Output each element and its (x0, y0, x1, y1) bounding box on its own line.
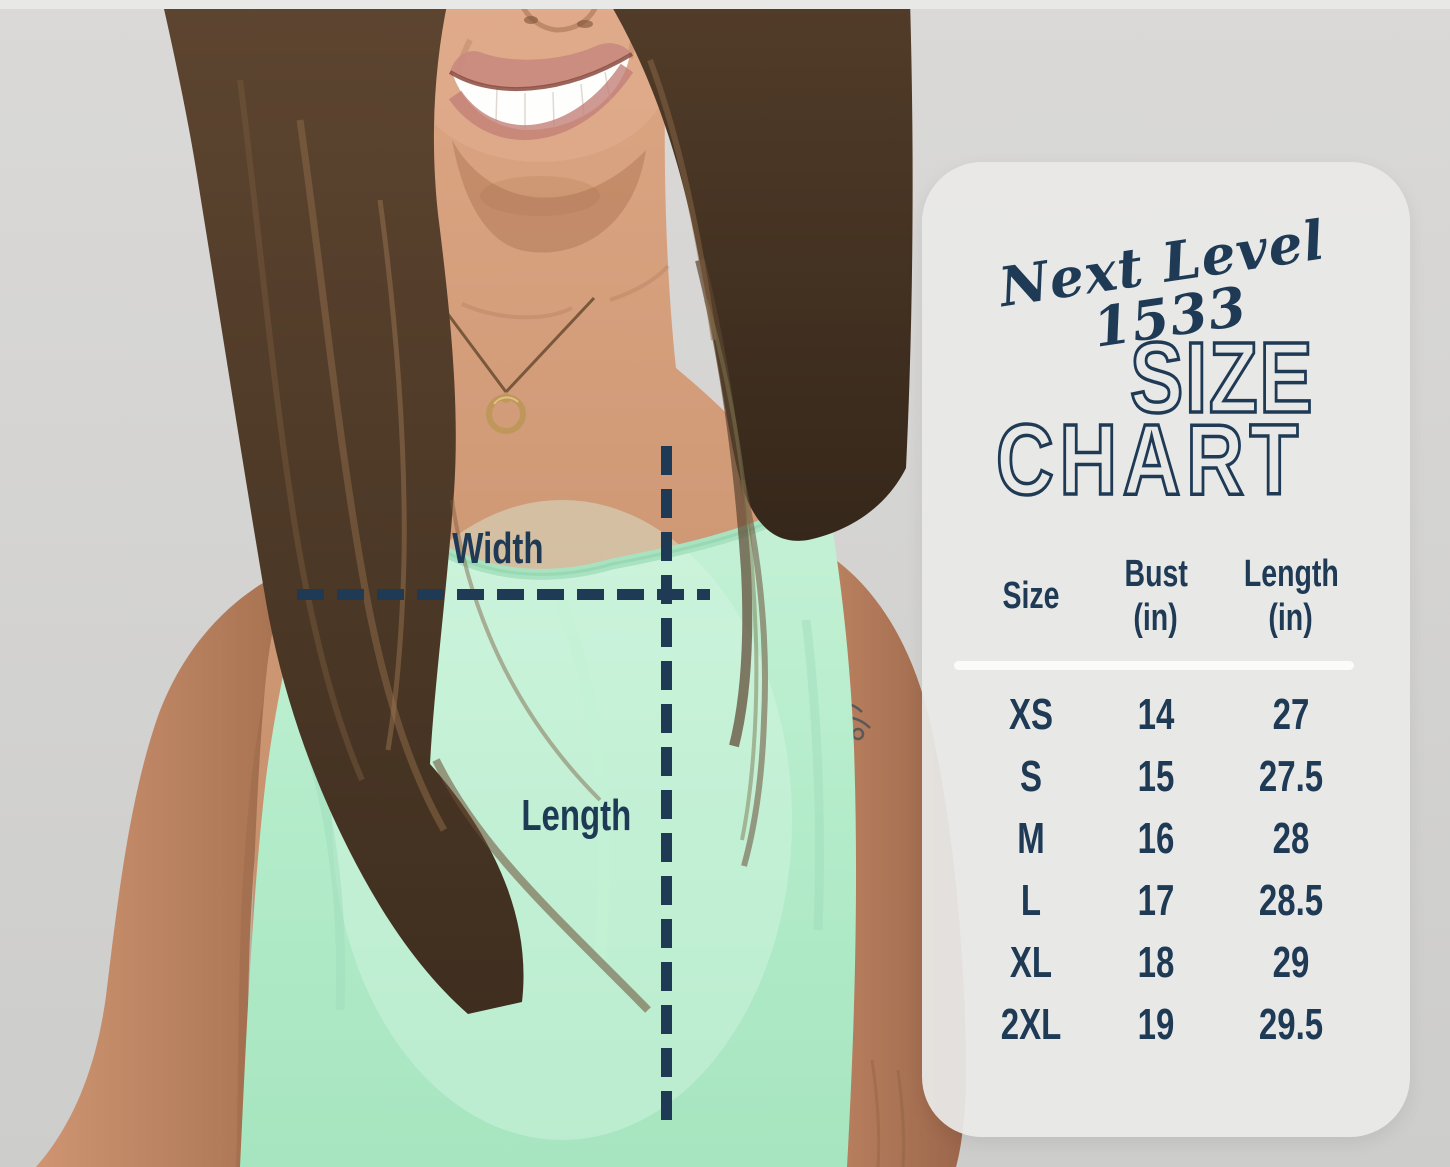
cell-size: 2XL (1000, 1000, 1062, 1049)
cell-bust: 19 (1137, 1000, 1175, 1049)
cell-size: M (1017, 814, 1045, 863)
cell-size: S (1019, 752, 1043, 801)
cell-size: L (1020, 876, 1042, 925)
cell-bust: 18 (1137, 938, 1175, 987)
table-row: XL 18 29 (946, 932, 1386, 994)
cell-size: XL (1009, 938, 1053, 987)
header-size: Size (946, 550, 1116, 642)
cell-length: 29.5 (1258, 1000, 1324, 1049)
length-label-text: Length (521, 791, 632, 840)
header-size-label: Size (1002, 575, 1060, 617)
width-measure-line (297, 589, 710, 600)
cell-size: XS (1008, 690, 1054, 739)
cell-length: 29 (1272, 938, 1310, 987)
cell-bust: 14 (1137, 690, 1175, 739)
header-bust-unit: (in) (1133, 597, 1179, 639)
length-label: Length (450, 794, 650, 838)
width-label-text: Width (451, 524, 544, 573)
face (410, 0, 670, 253)
width-label: Width (395, 527, 600, 571)
header-length-unit: (in) (1268, 597, 1314, 639)
cell-bust: 15 (1137, 752, 1175, 801)
header-bust-label: Bust (1124, 553, 1188, 595)
header-length: Length (in) (1196, 550, 1386, 642)
length-measure-line (661, 446, 672, 1126)
cell-length: 27 (1272, 690, 1310, 739)
hair (162, 0, 913, 1014)
table-row: 2XL 19 29.5 (946, 994, 1386, 1056)
jaw-shadow (452, 140, 646, 253)
size-chart-panel: Next Level 1533 SIZE CHART Size Bust (in… (922, 162, 1410, 1137)
clavicle-shading (461, 264, 670, 320)
cell-length: 28.5 (1258, 876, 1324, 925)
table-row: L 17 28.5 (946, 870, 1386, 932)
hair-right (608, 0, 913, 541)
header-length-label: Length (1243, 553, 1339, 595)
table-row: S 15 27.5 (946, 746, 1386, 808)
cell-bust: 16 (1137, 814, 1175, 863)
header-divider (954, 661, 1354, 670)
top-edge-strip (0, 0, 1450, 9)
table-row: XS 14 27 (946, 684, 1386, 746)
table-header: Size Bust (in) Length (in) (946, 550, 1386, 642)
cell-bust: 17 (1137, 876, 1175, 925)
cell-length: 28 (1272, 814, 1310, 863)
size-table: XS 14 27 S 15 27.5 M 16 28 L 17 28.5 XL (946, 684, 1386, 1056)
header-bust: Bust (in) (1116, 550, 1196, 642)
cell-length: 27.5 (1258, 752, 1324, 801)
hair-left (162, 0, 524, 1014)
lower-lip (448, 63, 634, 141)
title-word-size: SIZE (1128, 322, 1314, 434)
title-word-chart: CHART (995, 404, 1304, 516)
table-row: M 16 28 (946, 808, 1386, 870)
upper-lip (450, 43, 632, 90)
